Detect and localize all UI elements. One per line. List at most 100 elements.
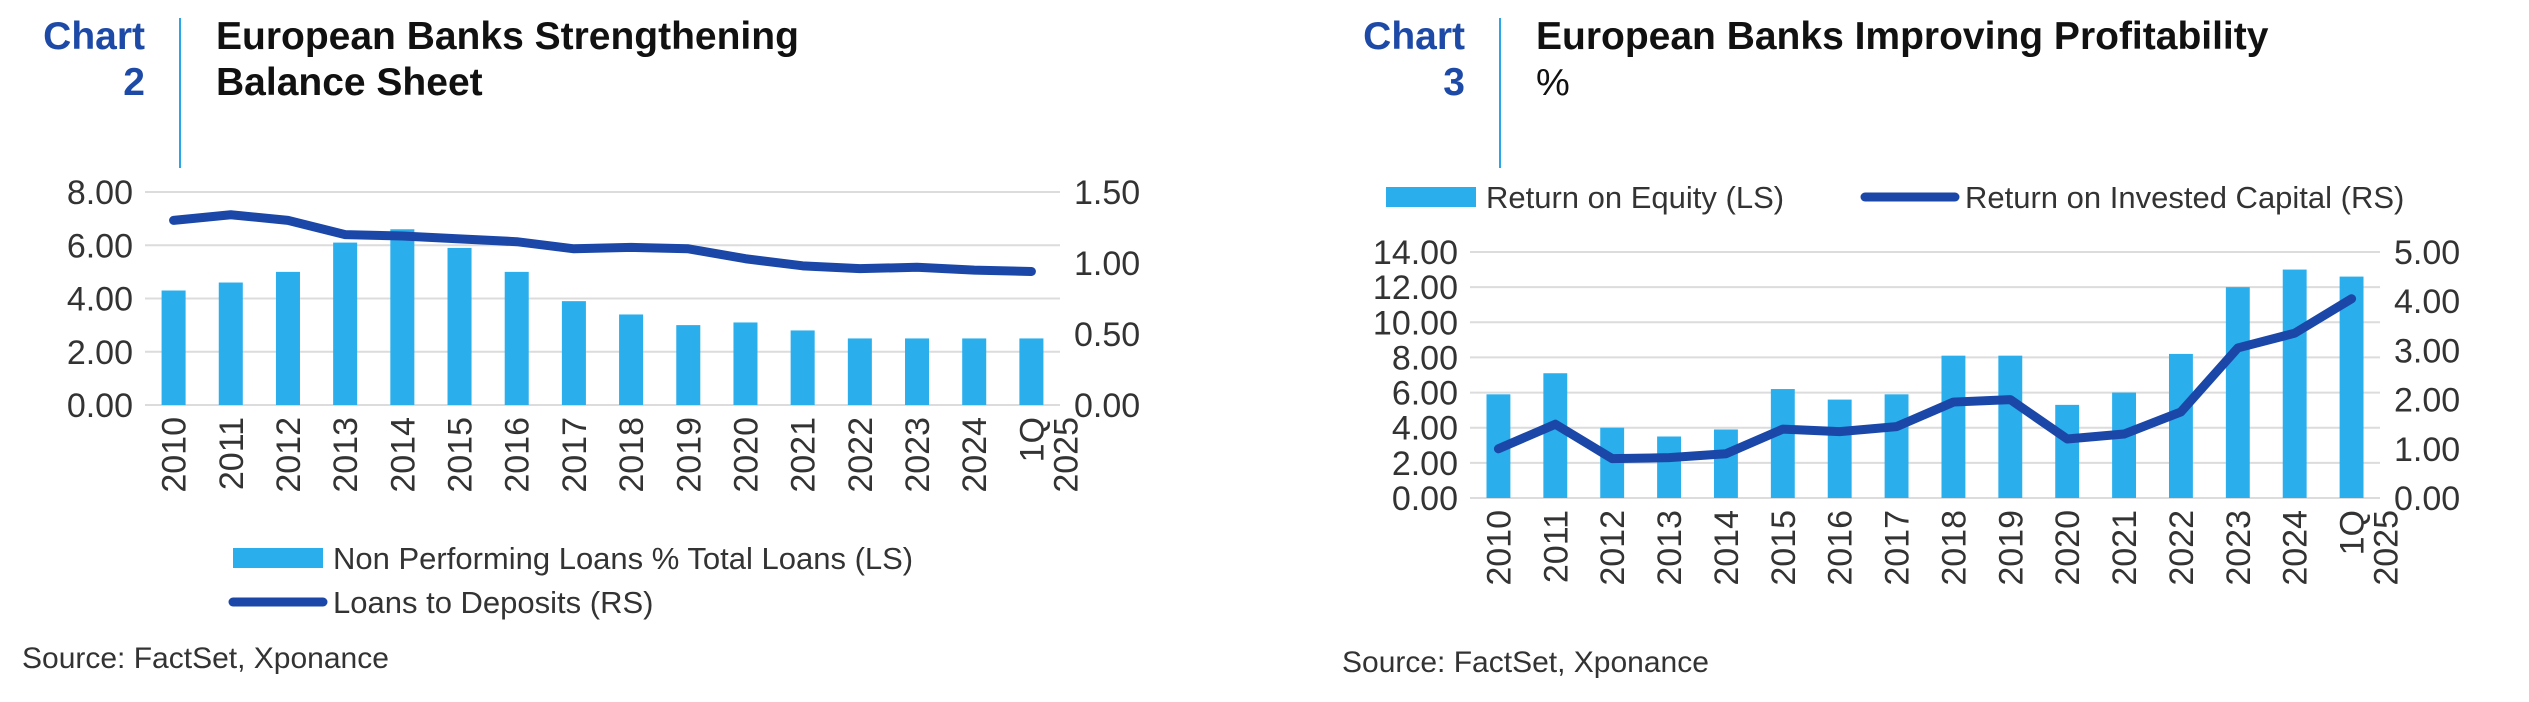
x-axis-tick-label: 1Q2025	[2334, 510, 2406, 586]
x-axis-tick-label: 2018	[613, 417, 651, 493]
chart-label: Chart 3	[1335, 14, 1465, 106]
x-axis-tick-label: 2016	[1822, 510, 1860, 586]
x-axis-tick-label: 2011	[1537, 510, 1575, 583]
legend-label: Loans to Deposits (RS)	[333, 585, 653, 620]
chart-panel-1: Chart 2 European Banks Strengthening Bal…	[0, 0, 1260, 702]
chart-label: Chart 2	[15, 14, 145, 106]
right-axis-tick-label: 2.00	[2394, 382, 2460, 420]
chart-title-line-1: European Banks Strengthening	[216, 15, 799, 58]
chart-1-plot: 0.00 2.00 4.00 6.00 8.00 0.00 0.50 1.00 1.50 2010…	[67, 174, 1140, 620]
x-axis-tick-label: 2023	[899, 417, 937, 493]
x-axis-tick-label: 2014	[1708, 510, 1746, 586]
x-axis-tick-label: 2020	[2049, 510, 2087, 586]
left-axis-tick-label: 4.00	[67, 281, 133, 319]
bar	[1713, 429, 1738, 498]
x-axis-tick-label: 2014	[384, 417, 422, 493]
bar	[1657, 436, 1682, 498]
bar	[2168, 353, 2193, 498]
bar	[2282, 269, 2307, 498]
bar	[847, 338, 872, 405]
right-axis-tick-label: 3.00	[2394, 332, 2460, 370]
x-axis-tick-label: 2010	[156, 417, 194, 493]
bar	[218, 282, 243, 405]
right-axis-tick-label: 4.00	[2394, 283, 2460, 321]
left-axis-tick-label: 0.00	[67, 387, 133, 425]
left-axis-tick-label: 12.00	[1373, 269, 1458, 307]
bar	[1941, 355, 1966, 498]
left-axis-tick-label: 10.00	[1373, 304, 1458, 342]
right-axis-tick-label: 1.50	[1074, 174, 1140, 212]
legend-label: Return on Equity (LS)	[1486, 180, 1784, 215]
bar	[447, 247, 472, 405]
header-divider	[179, 18, 181, 168]
chart-title: European Banks Improving Profitability	[1536, 15, 2269, 58]
series-line	[1493, 294, 2357, 464]
bar	[733, 322, 758, 405]
bar	[1770, 389, 1795, 498]
left-axis-tick-label: 8.00	[67, 174, 133, 212]
bar	[333, 242, 358, 405]
bar	[2225, 287, 2250, 498]
x-axis-tick-label: 2024	[2277, 510, 2315, 586]
bar	[905, 338, 930, 405]
chart-label-text: Chart	[1363, 15, 1465, 58]
bar	[2339, 276, 2364, 498]
x-axis-tick-label: 2017	[556, 417, 594, 493]
source-note: Source: FactSet, Xponance	[1342, 646, 1709, 679]
left-axis-tick-label: 0.00	[1392, 480, 1458, 518]
chart-number: 3	[1443, 61, 1465, 104]
x-axis-tick-label: 2011	[213, 417, 251, 490]
x-axis-tick-label: 2018	[1935, 510, 1973, 586]
x-axis-tick-label: 2012	[270, 417, 308, 493]
x-axis-tick-label: 2015	[442, 417, 480, 493]
bar	[1884, 394, 1909, 498]
x-axis-tick-label: 2012	[1594, 510, 1632, 586]
bar	[1827, 399, 1852, 498]
bar	[1019, 338, 1044, 405]
chart-2-plot: 0.002.004.006.008.0010.0012.0014.000.001…	[1373, 180, 2460, 586]
right-axis-tick-label: 1.00	[1074, 245, 1140, 283]
left-axis-tick-label: 2.00	[1392, 445, 1458, 483]
chart-number: 2	[123, 61, 145, 104]
right-axis-tick-label: 0.00	[1074, 387, 1140, 425]
x-axis-tick-label: 2023	[2220, 510, 2258, 586]
chart-label-text: Chart	[43, 15, 145, 58]
x-axis-tick-label: 1Q2025	[1013, 417, 1085, 493]
bar	[676, 325, 701, 405]
left-axis-tick-label: 2.00	[67, 334, 133, 372]
series-line	[169, 210, 1036, 277]
x-axis-tick-label: 2022	[842, 417, 880, 493]
x-axis-tick-label: 2017	[1879, 510, 1917, 586]
bar	[2112, 392, 2137, 498]
right-axis-tick-label: 0.00	[2394, 480, 2460, 518]
bar	[619, 314, 644, 405]
left-axis-tick-label: 6.00	[67, 227, 133, 265]
x-axis-tick-label: 2020	[727, 417, 765, 493]
bar	[790, 330, 815, 405]
bar	[962, 338, 987, 405]
right-axis-tick-label: 5.00	[2394, 234, 2460, 272]
bar	[1543, 373, 1568, 498]
left-axis-tick-label: 6.00	[1392, 375, 1458, 413]
legend-swatch-bar	[1386, 187, 1476, 207]
source-note: Source: FactSet, Xponance	[22, 642, 389, 675]
x-axis-tick-label: 2024	[956, 417, 994, 493]
chart-title-line-2: Balance Sheet	[216, 61, 483, 104]
chart-title: European Banks Strengthening Balance She…	[216, 14, 799, 106]
left-axis-tick-label: 4.00	[1392, 410, 1458, 448]
x-axis-tick-label: 2019	[1992, 510, 2030, 586]
bar	[275, 271, 300, 405]
bar	[161, 290, 186, 405]
x-axis-tick-label: 2022	[2163, 510, 2201, 586]
chart-subtitle: %	[1536, 62, 1570, 104]
bar	[390, 229, 415, 405]
right-axis-tick-label: 1.00	[2394, 431, 2460, 469]
x-axis-tick-label: 2021	[785, 417, 823, 493]
header-divider	[1499, 18, 1501, 168]
legend-swatch-bar	[233, 548, 323, 568]
bar	[1998, 355, 2023, 498]
legend-label: Return on Invested Capital (RS)	[1965, 180, 2404, 215]
x-axis-tick-label: 2019	[670, 417, 708, 493]
bar	[2055, 404, 2080, 498]
right-axis-tick-label: 0.50	[1074, 316, 1140, 354]
